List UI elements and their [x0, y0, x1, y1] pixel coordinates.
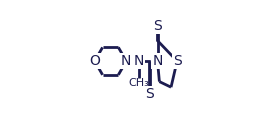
- Text: S: S: [173, 54, 182, 68]
- Text: N: N: [152, 54, 163, 68]
- Text: N: N: [121, 54, 131, 68]
- Text: CH₃: CH₃: [128, 78, 149, 88]
- Text: S: S: [145, 87, 154, 101]
- Text: N: N: [134, 54, 144, 68]
- Text: O: O: [89, 54, 100, 68]
- Text: S: S: [153, 19, 162, 33]
